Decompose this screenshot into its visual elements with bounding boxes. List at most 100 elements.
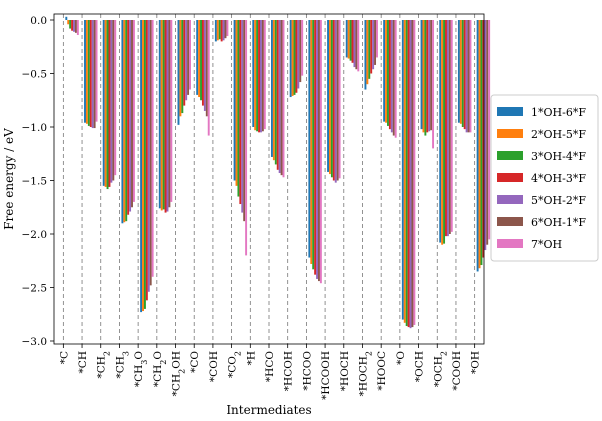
bar bbox=[187, 20, 190, 95]
bar bbox=[207, 20, 210, 136]
bar bbox=[91, 20, 94, 129]
legend-swatch bbox=[497, 173, 523, 182]
bar bbox=[132, 20, 135, 202]
bar bbox=[84, 20, 86, 123]
bar bbox=[142, 20, 144, 312]
bar bbox=[131, 20, 133, 208]
bar bbox=[239, 20, 242, 205]
x-tick-label: *CO bbox=[189, 351, 201, 373]
bar bbox=[364, 20, 367, 90]
bar bbox=[312, 20, 315, 270]
bar bbox=[372, 20, 375, 70]
bar bbox=[170, 20, 173, 202]
x-tick-label: *O bbox=[395, 351, 407, 365]
bar bbox=[87, 20, 90, 126]
bar bbox=[129, 20, 132, 212]
bar bbox=[168, 20, 171, 208]
x-axis: *C *CH *CH2*CH3*CH3O*CH2O*CH2OH *CO *COH *CO2… bbox=[58, 344, 482, 400]
bar bbox=[166, 20, 169, 212]
bar bbox=[480, 20, 483, 266]
bars bbox=[65, 16, 491, 329]
bar bbox=[482, 20, 485, 258]
bar bbox=[319, 20, 322, 284]
bar bbox=[254, 20, 257, 131]
x-tick-label: *HOOC bbox=[376, 351, 388, 391]
bar bbox=[316, 20, 319, 279]
bar bbox=[461, 20, 464, 127]
bar bbox=[376, 20, 378, 58]
bar bbox=[457, 20, 460, 123]
bar bbox=[448, 20, 451, 234]
bar bbox=[201, 20, 204, 106]
x-tick-label: *HOCH2 bbox=[357, 351, 373, 396]
bar bbox=[308, 20, 311, 258]
bar bbox=[478, 20, 481, 269]
bar bbox=[385, 20, 388, 123]
bar bbox=[467, 20, 470, 133]
bar bbox=[488, 20, 491, 240]
bar bbox=[76, 20, 79, 35]
bar bbox=[271, 20, 273, 157]
bar bbox=[65, 16, 68, 20]
bar bbox=[259, 20, 262, 133]
bar bbox=[145, 20, 148, 301]
bar bbox=[401, 20, 404, 320]
x-tick-label: *C bbox=[58, 351, 70, 364]
bar bbox=[183, 20, 186, 106]
bar bbox=[149, 20, 152, 286]
bar bbox=[392, 20, 395, 136]
legend-swatch bbox=[497, 129, 523, 138]
x-axis-title: Intermediates bbox=[226, 403, 311, 417]
bar bbox=[430, 20, 433, 131]
x-tick-label: *H bbox=[245, 351, 257, 365]
y-tick-label: −2.0 bbox=[22, 229, 48, 241]
bar bbox=[394, 20, 397, 138]
bar bbox=[278, 20, 281, 174]
bar bbox=[469, 20, 472, 133]
y-axis-title: Free energy / eV bbox=[2, 128, 16, 230]
bar bbox=[181, 20, 184, 114]
bar bbox=[422, 20, 425, 133]
bar bbox=[293, 20, 296, 95]
bar bbox=[263, 20, 266, 130]
category-separators bbox=[62, 14, 476, 344]
bar bbox=[329, 20, 331, 175]
bar bbox=[347, 20, 350, 59]
bar bbox=[432, 20, 435, 149]
legend-label: 3*OH-4*F bbox=[531, 150, 586, 163]
bar bbox=[112, 20, 115, 181]
bar bbox=[74, 20, 77, 33]
bar bbox=[310, 20, 313, 264]
bar bbox=[295, 20, 298, 93]
legend-label: 6*OH-1*F bbox=[531, 216, 586, 229]
legend-label: 2*OH-5*F bbox=[531, 128, 586, 141]
bar bbox=[102, 20, 105, 186]
bar bbox=[241, 20, 244, 213]
legend-label: 4*OH-3*F bbox=[531, 172, 586, 185]
bar bbox=[426, 20, 429, 133]
bar bbox=[162, 20, 165, 210]
bar bbox=[140, 20, 143, 313]
x-tick-label: *CH bbox=[77, 351, 89, 373]
bar bbox=[89, 20, 92, 127]
bar bbox=[411, 20, 414, 328]
bar bbox=[220, 20, 223, 42]
x-tick-label: *CH3O bbox=[133, 351, 149, 388]
bar bbox=[158, 20, 161, 209]
y-tick-label: −1.0 bbox=[22, 122, 48, 134]
y-tick-label: −3.0 bbox=[22, 336, 48, 348]
bar bbox=[353, 20, 356, 68]
bar bbox=[409, 20, 412, 329]
bar bbox=[69, 20, 72, 29]
bar bbox=[318, 20, 320, 282]
bar bbox=[291, 20, 294, 96]
bar bbox=[164, 20, 167, 213]
y-axis: 0.0 −0.5 −1.0 −1.5 −2.0 −2.5 −3.0 bbox=[22, 15, 54, 348]
bar bbox=[205, 20, 208, 117]
bar bbox=[233, 20, 236, 181]
bar bbox=[465, 20, 468, 133]
bar bbox=[443, 20, 446, 244]
bar bbox=[280, 20, 283, 176]
bar bbox=[276, 20, 279, 170]
